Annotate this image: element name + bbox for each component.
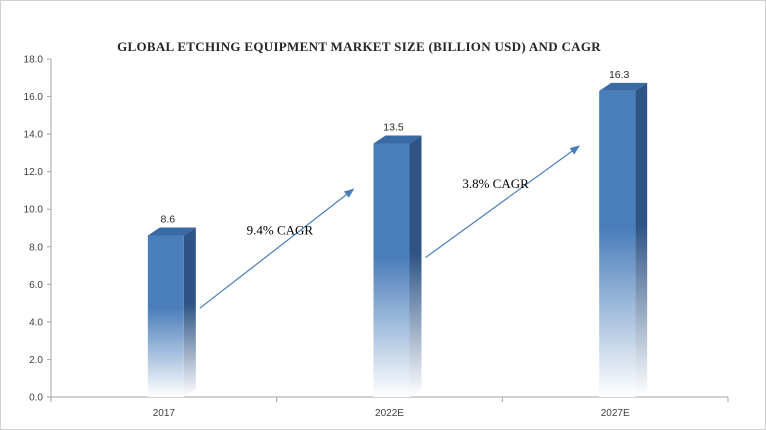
- bar-top-face: [599, 82, 648, 91]
- bar-side-face: [409, 135, 422, 397]
- y-tick-label: 10.0: [24, 205, 44, 216]
- bar-front-face: [147, 235, 184, 397]
- y-tick-label: 16.0: [24, 92, 44, 103]
- x-tick-label: 2027E: [601, 408, 630, 419]
- x-tick-label: 2022E: [375, 408, 404, 419]
- y-tick-label: 0.0: [29, 393, 43, 404]
- cagr-label: 3.8% CAGR: [462, 176, 529, 191]
- cagr-arrow: [425, 145, 580, 259]
- data-label: 13.5: [383, 122, 404, 134]
- bar-top-face: [147, 227, 196, 236]
- y-tick-label: 6.0: [29, 280, 43, 291]
- bar-top-face: [373, 135, 422, 144]
- bar-side-face: [635, 82, 648, 397]
- bar-front-face: [599, 90, 636, 397]
- y-tick-label: 8.0: [29, 242, 43, 253]
- cagr-label: 9.4% CAGR: [247, 223, 314, 238]
- bar-2022E: [373, 135, 422, 397]
- bar-2017: [147, 227, 196, 397]
- cagr-arrow: [199, 188, 355, 309]
- y-tick-label: 18.0: [24, 55, 44, 66]
- x-tick-label: 2017: [153, 408, 176, 419]
- y-tick-label: 2.0: [29, 355, 43, 366]
- bar-side-face: [183, 227, 196, 397]
- bar-2027E: [599, 82, 648, 397]
- y-tick-label: 4.0: [29, 317, 43, 328]
- chart-title: GLOBAL ETCHING EQUIPMENT MARKET SIZE (BI…: [117, 39, 601, 54]
- data-label: 8.6: [161, 214, 176, 226]
- bar-front-face: [373, 143, 410, 397]
- y-tick-label: 14.0: [24, 130, 44, 141]
- y-tick-label: 12.0: [24, 167, 44, 178]
- data-label: 16.3: [609, 69, 630, 81]
